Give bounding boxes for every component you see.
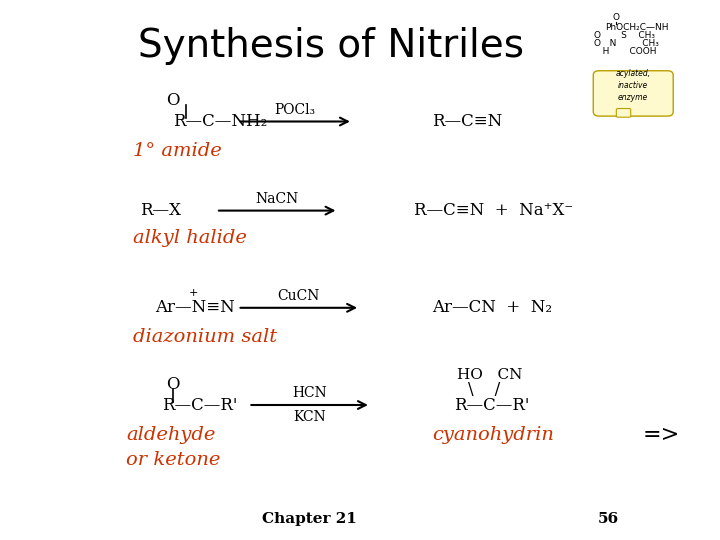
Text: or ketone: or ketone	[126, 451, 220, 469]
Text: alkyl halide: alkyl halide	[133, 228, 247, 247]
Text: Ar—CN  +  N₂: Ar—CN + N₂	[432, 299, 552, 316]
Text: 56: 56	[598, 512, 619, 526]
Text: R—X: R—X	[140, 202, 181, 219]
Text: KCN: KCN	[293, 410, 326, 424]
Text: diazonium salt: diazonium salt	[133, 328, 277, 347]
Text: CuCN: CuCN	[278, 289, 320, 303]
Text: O: O	[166, 92, 179, 110]
Text: R—C≡N: R—C≡N	[432, 113, 503, 130]
Text: \    /: \ /	[468, 381, 500, 399]
Text: =>: =>	[642, 424, 680, 446]
Text: H       COOH: H COOH	[594, 47, 657, 56]
Text: HCN: HCN	[292, 386, 327, 400]
Text: 1° amide: 1° amide	[133, 142, 222, 160]
Text: HO   CN: HO CN	[457, 368, 523, 382]
Text: Synthesis of Nitriles: Synthesis of Nitriles	[138, 27, 524, 65]
Text: O: O	[612, 13, 619, 22]
Text: O: O	[166, 376, 179, 393]
Text: +: +	[189, 288, 199, 298]
Text: R—C—R': R—C—R'	[454, 396, 529, 414]
Text: PhOCH₂C—NH: PhOCH₂C—NH	[605, 23, 668, 31]
Text: acylated,
inactive
enzyme: acylated, inactive enzyme	[616, 69, 650, 102]
Text: O   N         CH₃: O N CH₃	[594, 39, 659, 48]
Text: R—C≡N  +  Na⁺X⁻: R—C≡N + Na⁺X⁻	[414, 202, 573, 219]
Text: aldehyde: aldehyde	[126, 426, 215, 444]
Text: O       S    CH₃: O S CH₃	[594, 31, 655, 39]
FancyBboxPatch shape	[593, 71, 673, 116]
Text: NaCN: NaCN	[256, 192, 299, 206]
Text: R—C—R': R—C—R'	[162, 396, 238, 414]
FancyBboxPatch shape	[616, 109, 631, 117]
Text: POCl₃: POCl₃	[274, 103, 316, 117]
Text: cyanohydrin: cyanohydrin	[432, 426, 554, 444]
Text: R—C—NH₂: R—C—NH₂	[173, 113, 267, 130]
Text: Ar—N≡N: Ar—N≡N	[155, 299, 235, 316]
Text: Chapter 21: Chapter 21	[262, 512, 357, 526]
